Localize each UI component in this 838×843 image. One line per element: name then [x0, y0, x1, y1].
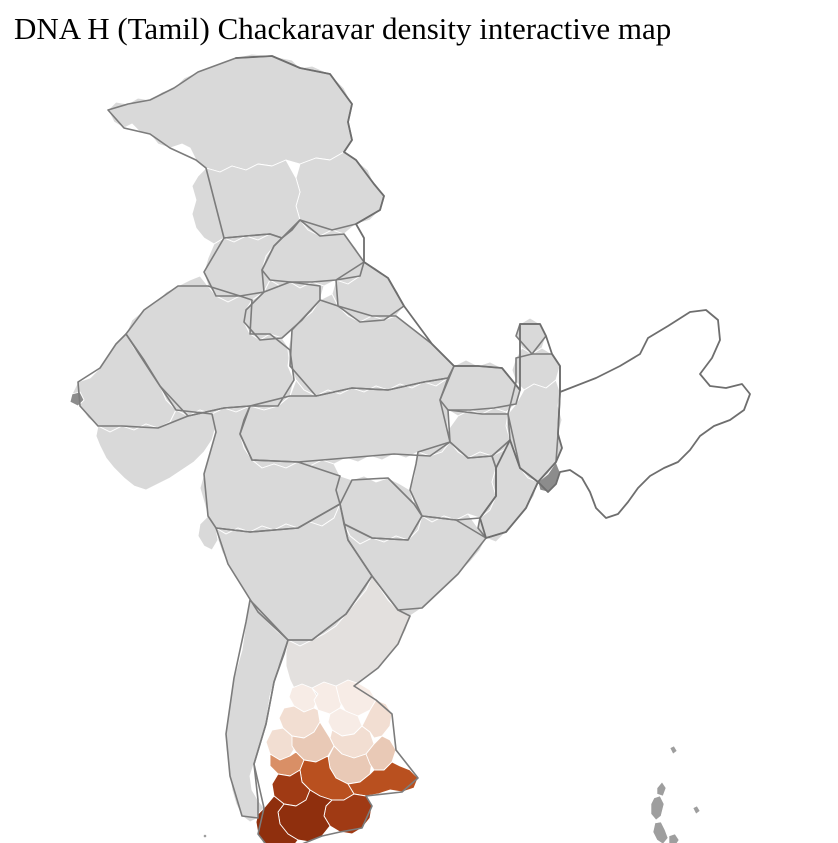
region-chhattisgarh[interactable]	[410, 442, 496, 522]
map-layer-tamilnadu-choropleth[interactable]	[256, 680, 418, 843]
map-layer-base-districts	[70, 54, 701, 843]
region-andaman-nicobar-islands[interactable]	[630, 745, 701, 843]
page-title: DNA H (Tamil) Chackaravar density intera…	[14, 11, 672, 46]
region-saurashtra[interactable]	[96, 410, 216, 490]
region-lakshadweep-islands[interactable]	[188, 834, 207, 843]
district-tiruvarur-nagapattinam[interactable]	[362, 700, 392, 738]
region-jk-south[interactable]	[192, 160, 300, 244]
district-kanyakumari[interactable]	[256, 796, 298, 843]
district-ramanathapuram-north[interactable]	[366, 736, 396, 770]
india-interactive-map[interactable]	[0, 48, 838, 843]
india-map-svg[interactable]	[0, 48, 838, 843]
map-layer-country-outline	[236, 56, 750, 538]
